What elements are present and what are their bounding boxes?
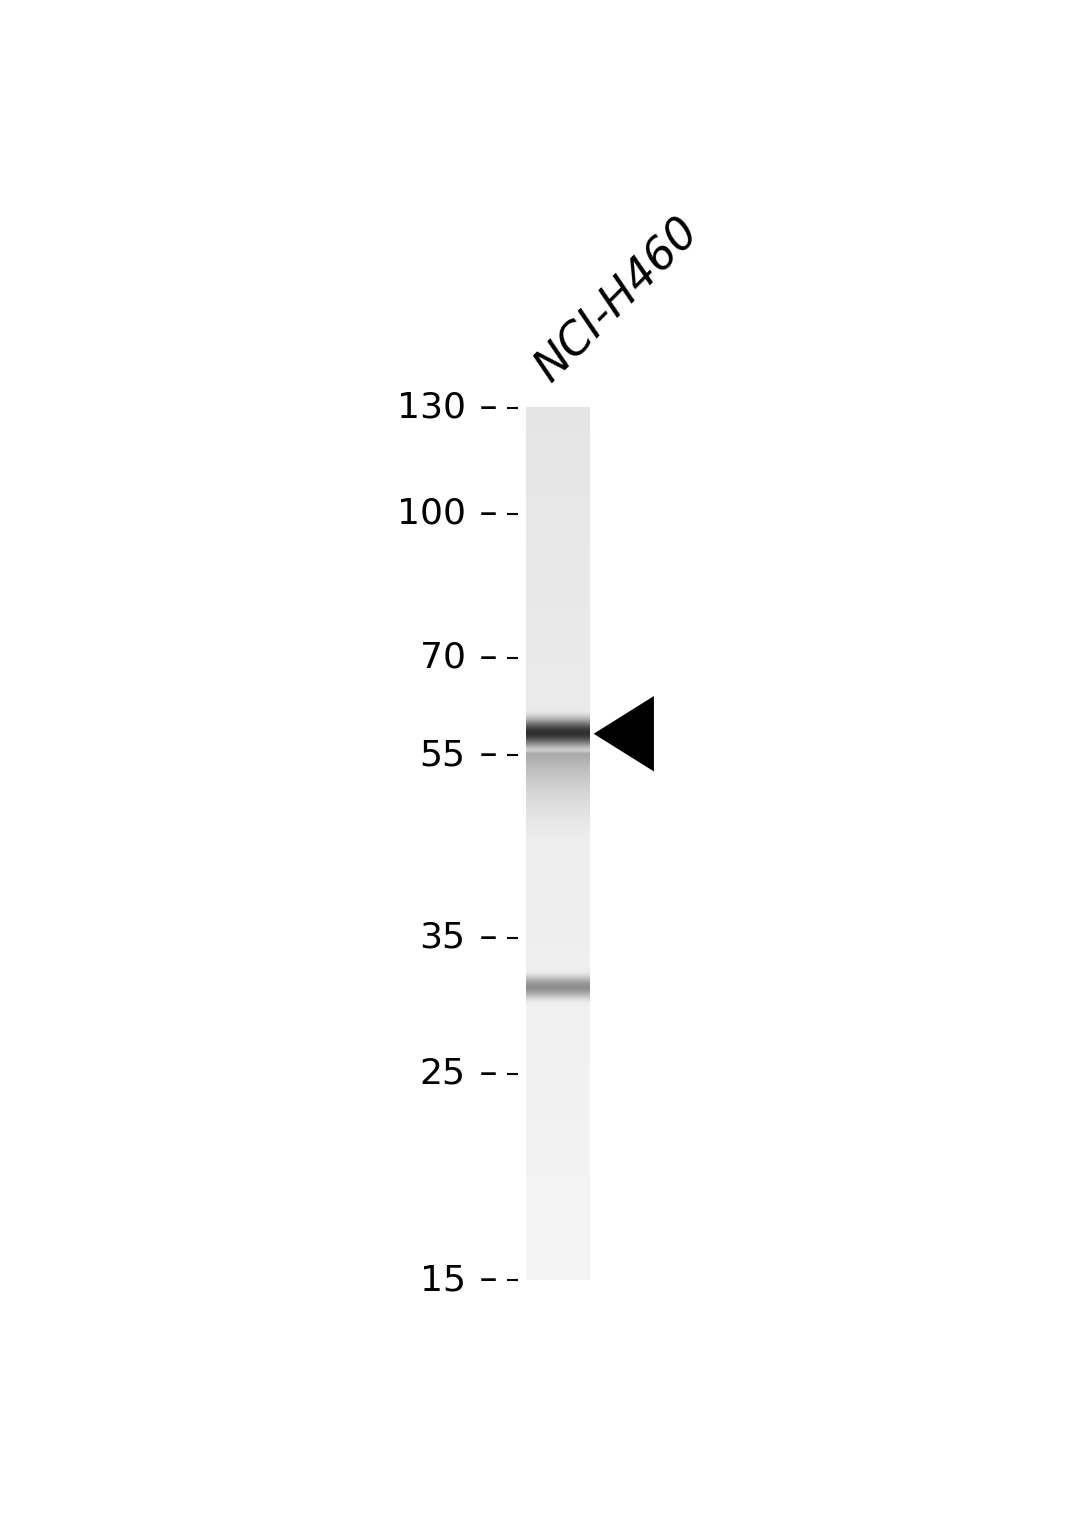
- Text: –: –: [468, 920, 498, 955]
- Text: –: –: [468, 641, 498, 675]
- Text: NCI-H460: NCI-H460: [527, 210, 707, 390]
- Text: 55: 55: [420, 738, 465, 772]
- Text: –: –: [468, 738, 498, 772]
- Text: –: –: [468, 1056, 498, 1090]
- Text: –: –: [468, 390, 498, 424]
- Text: –: –: [468, 1263, 498, 1297]
- Text: 15: 15: [420, 1263, 465, 1297]
- Text: 70: 70: [420, 641, 465, 675]
- Text: 130: 130: [396, 390, 465, 424]
- Text: –: –: [468, 496, 498, 531]
- Text: 100: 100: [396, 496, 465, 531]
- Text: 25: 25: [420, 1056, 465, 1090]
- Text: 35: 35: [420, 920, 465, 955]
- Polygon shape: [594, 697, 653, 772]
